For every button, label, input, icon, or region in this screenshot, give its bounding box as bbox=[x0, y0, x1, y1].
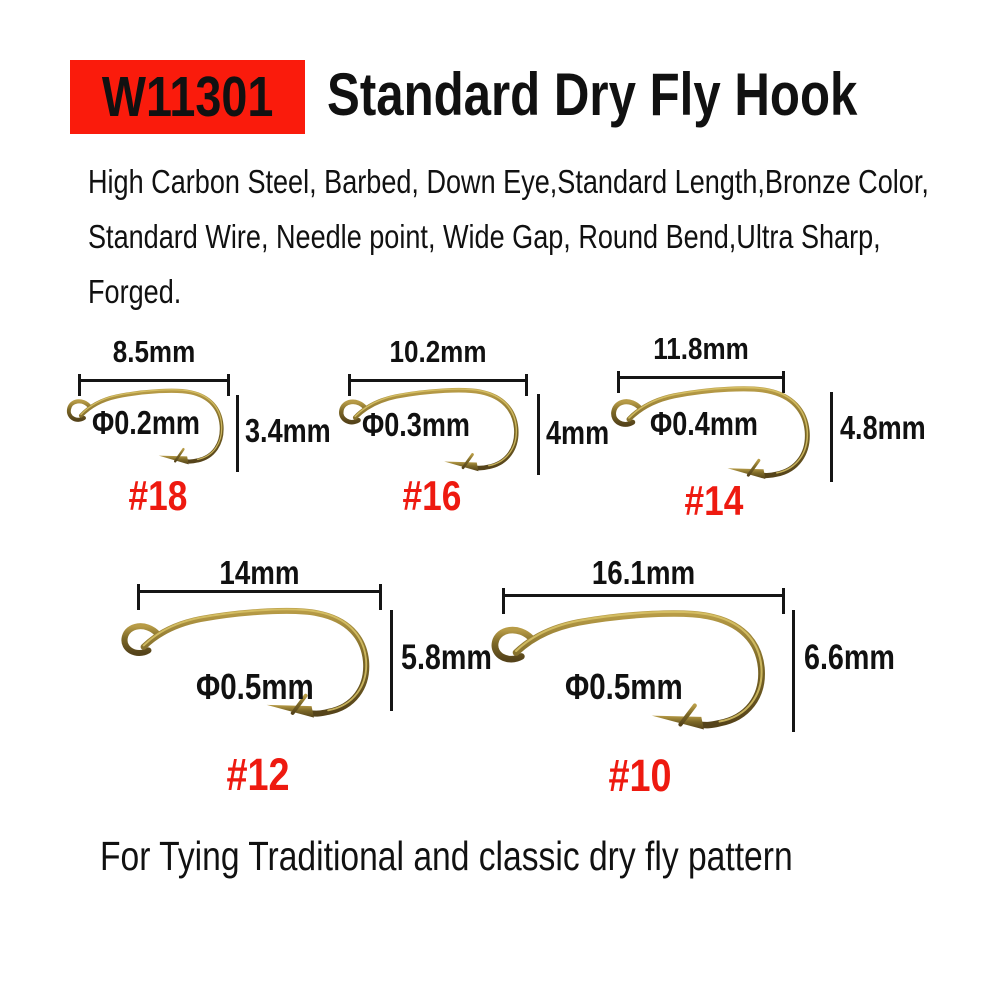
gap-dimension-line bbox=[830, 392, 833, 482]
shank-length-label: 11.8mm bbox=[653, 331, 749, 366]
description-line: Forged. bbox=[88, 273, 182, 310]
wire-diameter-label: Φ0.5mm bbox=[196, 666, 314, 707]
gap-dimension-line bbox=[537, 394, 540, 475]
description-line: High Carbon Steel, Barbed, Down Eye,Stan… bbox=[88, 163, 929, 200]
hook-size-label: #12 bbox=[226, 749, 290, 800]
wire-diameter-label: Φ0.4mm bbox=[650, 405, 758, 442]
gap-height-label: 5.8mm bbox=[401, 638, 492, 677]
wire-diameter-label: Φ0.5mm bbox=[565, 666, 683, 707]
wire-diameter-label: Φ0.2mm bbox=[92, 404, 200, 441]
gap-dimension-line bbox=[390, 610, 393, 711]
description-line: Standard Wire, Needle point, Wide Gap, R… bbox=[88, 218, 881, 255]
shank-dimension-line bbox=[617, 371, 785, 393]
shank-length-label: 8.5mm bbox=[112, 334, 196, 369]
shank-length-label: 14mm bbox=[219, 554, 300, 591]
hook-size-label: #10 bbox=[608, 750, 672, 801]
usage-caption: For Tying Traditional and classic dry fl… bbox=[100, 833, 793, 879]
model-number: W11301 bbox=[101, 65, 274, 129]
gap-height-label: 3.4mm bbox=[245, 412, 331, 449]
page-title: Standard Dry Fly Hook bbox=[327, 61, 858, 128]
shank-dimension-line bbox=[348, 374, 528, 396]
model-badge: W11301 bbox=[70, 60, 305, 134]
shank-length-label: 10.2mm bbox=[389, 334, 487, 369]
gap-dimension-line bbox=[236, 395, 239, 472]
shank-dimension-line bbox=[502, 588, 785, 614]
hook-size-label: #14 bbox=[684, 477, 744, 524]
gap-height-label: 4.8mm bbox=[840, 409, 926, 446]
gap-dimension-line bbox=[792, 610, 795, 732]
shank-length-label: 16.1mm bbox=[591, 554, 696, 591]
shank-dimension-line bbox=[137, 584, 382, 610]
wire-diameter-label: Φ0.3mm bbox=[362, 406, 470, 443]
shank-dimension-line bbox=[78, 374, 230, 396]
gap-height-label: 6.6mm bbox=[804, 638, 895, 677]
hook-size-label: #16 bbox=[402, 472, 462, 519]
hook-size-label: #18 bbox=[128, 472, 188, 519]
gap-height-label: 4mm bbox=[546, 414, 610, 451]
